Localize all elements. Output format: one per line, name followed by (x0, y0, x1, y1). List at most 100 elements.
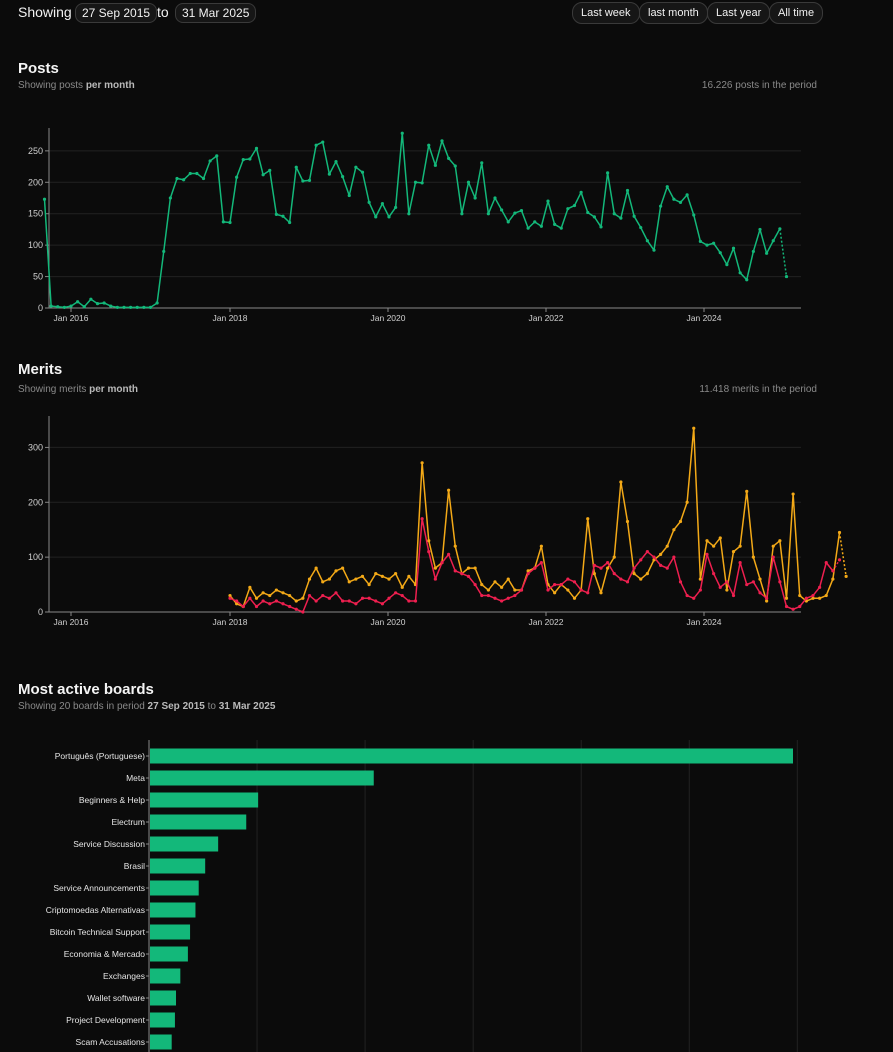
data-point (612, 555, 616, 559)
data-point (427, 539, 431, 543)
to-date-picker[interactable]: 31 Mar 2025 (175, 3, 257, 23)
category-label: Português (Portuguese) (55, 751, 145, 761)
data-point (824, 561, 828, 565)
category-label: Brasil (124, 861, 145, 871)
data-point (606, 171, 610, 175)
data-point (652, 248, 656, 252)
from-date-picker[interactable]: 27 Sep 2015 (75, 3, 158, 23)
data-point (519, 208, 524, 213)
data-point (639, 577, 643, 581)
data-point (625, 580, 630, 584)
data-point (129, 305, 133, 309)
data-point (341, 566, 345, 570)
data-point (268, 593, 272, 598)
x-tick-label: Jan 2024 (687, 313, 722, 323)
data-point (685, 593, 689, 598)
data-point (301, 596, 305, 600)
data-point (784, 596, 789, 600)
data-point (506, 577, 510, 581)
data-point (354, 602, 358, 606)
data-point (201, 176, 206, 181)
data-point (420, 181, 424, 185)
data-point (539, 561, 543, 565)
data-point (513, 211, 517, 215)
data-point (480, 161, 484, 165)
data-point (274, 588, 278, 592)
data-point (228, 220, 232, 225)
data-point (606, 566, 610, 570)
data-point (566, 588, 570, 592)
data-point (526, 226, 530, 230)
date-range-bar: Showing 27 Sep 2015 to 31 Mar 2025 Last … (0, 0, 893, 26)
data-point (407, 574, 411, 578)
data-point (274, 212, 278, 216)
data-point (460, 572, 464, 576)
data-point (599, 591, 603, 595)
data-point (95, 302, 100, 306)
data-point (811, 596, 815, 600)
data-point (784, 274, 789, 279)
data-point (592, 563, 596, 567)
data-point (354, 577, 358, 581)
data-point (705, 552, 709, 556)
last-month-button[interactable]: last month (639, 2, 708, 24)
data-point (420, 517, 424, 521)
data-point (665, 185, 669, 189)
data-point (188, 171, 192, 176)
data-point (440, 139, 444, 143)
y-tick-label: 250 (28, 146, 43, 156)
last-week-button[interactable]: Last week (572, 2, 640, 24)
series-line (43, 132, 781, 309)
data-point (725, 588, 729, 592)
data-point (360, 574, 365, 578)
data-point (447, 488, 451, 492)
data-point (698, 577, 702, 581)
data-point (274, 599, 278, 603)
category-label: Meta (126, 773, 145, 783)
y-tick-label: 200 (28, 177, 43, 187)
data-point (380, 574, 384, 578)
merits-chart: 0 100 200 300 Jan 2016 Jan 2018 Jan 2020 Jan 20… (28, 416, 848, 627)
data-point (738, 561, 742, 565)
data-point (837, 558, 842, 562)
data-point (712, 572, 716, 576)
data-point (811, 593, 815, 598)
data-point (347, 193, 351, 198)
data-point (659, 204, 663, 208)
data-point (261, 173, 265, 177)
data-point (367, 200, 371, 204)
data-point (248, 585, 252, 589)
data-point (731, 593, 736, 598)
data-point (281, 591, 285, 595)
data-point (599, 225, 603, 229)
category-label: Bitcoin Technical Support (50, 927, 146, 937)
data-point (500, 585, 504, 589)
data-point (288, 220, 292, 225)
data-point (69, 304, 73, 308)
data-point (175, 176, 179, 181)
category-label: Project Development (66, 1015, 146, 1025)
data-point (705, 243, 709, 247)
bar (150, 968, 181, 984)
data-point (639, 225, 643, 230)
all-time-button[interactable]: All time (769, 2, 824, 24)
data-point (586, 210, 590, 215)
data-point (466, 574, 471, 578)
bar (150, 880, 199, 896)
data-point (645, 572, 649, 576)
data-point (778, 227, 782, 231)
data-point (500, 208, 504, 212)
data-point (294, 165, 298, 169)
data-point (506, 596, 510, 600)
data-point (672, 528, 676, 532)
data-point (844, 574, 848, 578)
data-point (195, 171, 199, 176)
merits-title: Merits (18, 361, 63, 378)
x-tick-label: Jan 2018 (213, 313, 248, 323)
data-point (447, 552, 451, 556)
data-point (559, 582, 563, 587)
x-tick-label: Jan 2018 (213, 617, 248, 627)
data-point (321, 593, 325, 598)
x-tick-label: Jan 2022 (529, 313, 564, 323)
last-year-button[interactable]: Last year (707, 2, 771, 24)
